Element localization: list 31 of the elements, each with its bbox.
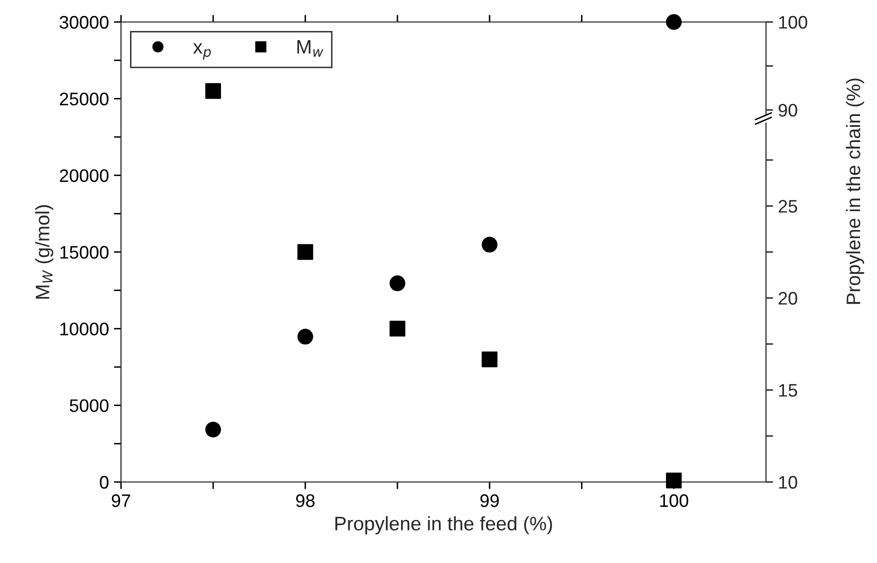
y3-tick-label: 90	[778, 104, 798, 117]
point	[297, 328, 314, 345]
y2-axis-title: Propylene in the chain (%)	[846, 78, 864, 304]
x-axis-title: Propylene in the feed (%)	[335, 516, 552, 534]
x-tick-label: 97	[112, 494, 130, 508]
point	[390, 275, 406, 292]
y2-tick-label: 15	[779, 384, 798, 397]
y-tick-label: 20000	[60, 169, 108, 182]
point	[482, 351, 498, 368]
legend-label: M$_{w}$	[297, 40, 324, 57]
point	[297, 244, 314, 260]
y-tick-label: 25000	[60, 92, 108, 106]
y2-tick-label: 10	[779, 476, 798, 489]
x-tick-label: 99	[480, 494, 499, 508]
point	[390, 320, 406, 337]
legend-label: x$_{p}$	[193, 43, 211, 60]
y-tick-label: 15000	[60, 246, 108, 259]
point	[205, 83, 222, 99]
point	[205, 422, 222, 438]
y-tick-label: 30000	[60, 16, 108, 29]
y-tick-label: 5000	[70, 399, 108, 412]
x-tick-label: 98	[296, 494, 315, 508]
y-tick-label: 0	[100, 476, 108, 489]
point	[666, 472, 682, 488]
y-axis-title: M$_{W}$ (g/mol)	[35, 205, 54, 299]
x-tick-label: 100	[660, 494, 688, 508]
y3-tick-label: 100	[779, 16, 808, 29]
y-tick-label: 10000	[60, 322, 108, 336]
y2-tick-label: 20	[778, 292, 798, 305]
y2-tick-label: 25	[778, 200, 798, 213]
point	[482, 236, 498, 253]
